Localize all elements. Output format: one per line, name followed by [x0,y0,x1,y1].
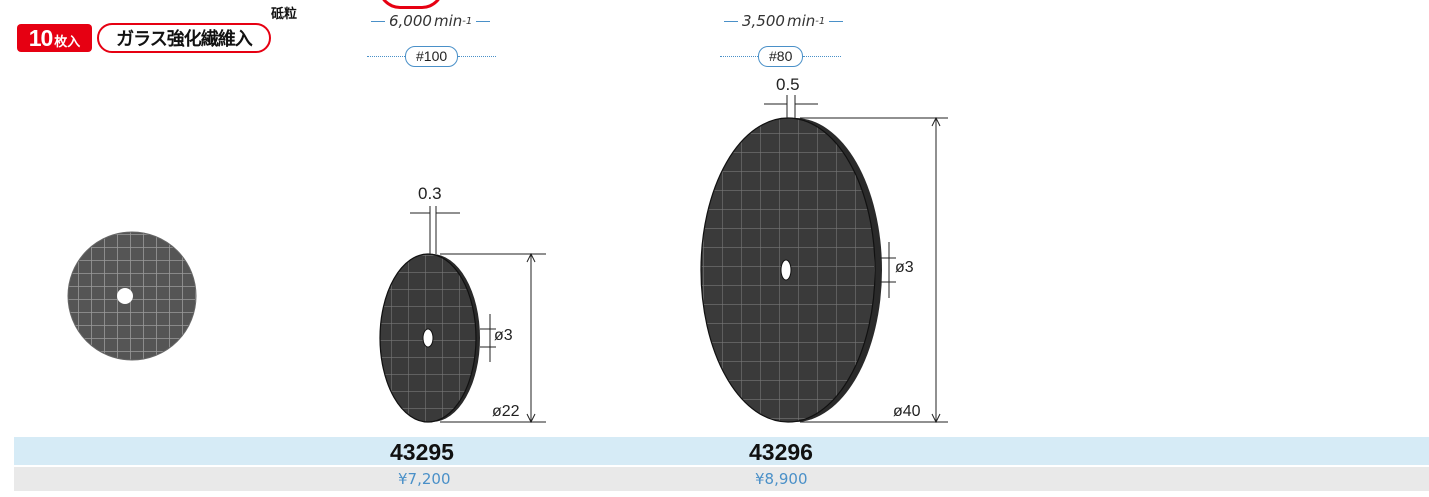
product-drawings [67,95,948,424]
product-code-1: 43295 [390,439,454,465]
hole-label-large: ø3 [895,259,914,276]
speed-unit: min [433,12,463,30]
diameter-label-large: ø40 [893,403,921,420]
product-code-2: 43296 [749,439,813,465]
thickness-label-large: 0.5 [776,75,800,94]
disc-photo [67,231,197,361]
grit-heading: 砥粒 [271,7,298,22]
diameter-label-small: ø22 [492,403,520,420]
disc-drawing-small [379,206,546,424]
price-row [14,467,1429,491]
grit-row-2: #80 [720,46,842,67]
product-price-2: ¥8,900 [755,470,808,488]
quantity-unit: 枚入 [54,35,81,50]
grit-row-1: #100 [367,46,497,67]
hole-label-small: ø3 [494,327,513,344]
speed-exponent: -1 [462,15,473,27]
quantity-number: 10 [28,25,54,51]
grit-pill: #100 [405,46,459,67]
thickness-label-small: 0.3 [418,184,442,203]
speed-value: 3,500 [742,12,785,30]
product-price-1: ¥7,200 [398,470,451,488]
speed-exponent: -1 [815,15,826,27]
speed-spec-1: 6,000 min -1 [367,12,494,30]
quantity-badge: 10 枚入 [17,24,92,52]
material-label: ガラス強化繊維入 [97,23,271,53]
speed-value: 6,000 [389,12,432,30]
disc-drawing-large [700,95,948,424]
speed-spec-2: 3,500 min -1 [720,12,847,30]
code-row [14,437,1429,465]
grit-pill: #80 [758,46,804,67]
speed-unit: min [786,12,816,30]
